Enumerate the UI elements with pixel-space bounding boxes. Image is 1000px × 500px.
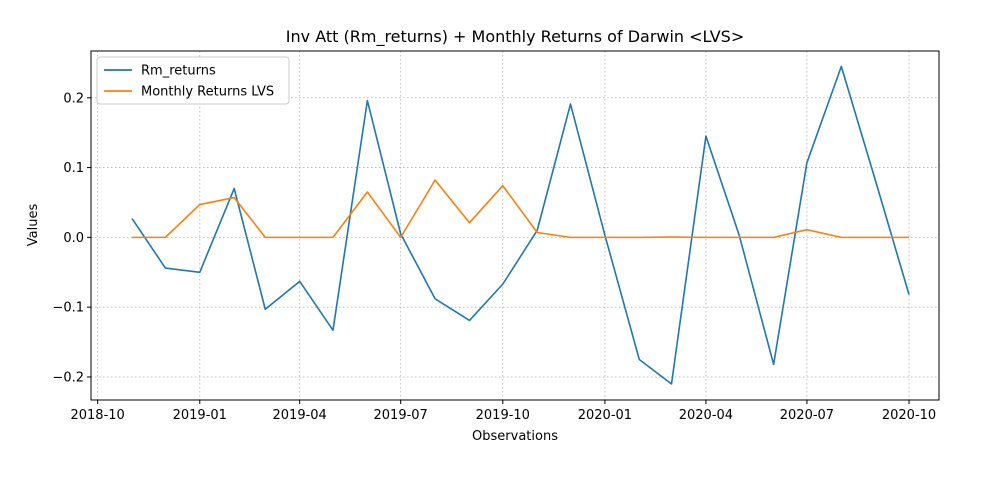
legend-label: Rm_returns [141,64,216,79]
grid [91,51,939,400]
y-tick-label: 0.2 [63,91,84,106]
y-tick-label: 0.1 [63,161,84,176]
x-tick-label: 2020-10 [882,408,936,423]
x-tick-label: 2019-01 [173,408,227,423]
x-tick-label: 2020-01 [578,408,632,423]
x-axis-label: Observations [472,429,558,444]
x-tick-label: 2018-10 [70,408,124,423]
x-tick-label: 2019-07 [374,408,428,423]
plot-frame [90,50,940,401]
legend: Rm_returns Monthly Returns LVS [96,56,290,105]
y-tick-label: −0.1 [52,301,84,316]
x-tick-label: 2019-04 [273,408,327,423]
chart-title: Inv Att (Rm_returns) + Monthly Returns o… [286,27,744,47]
y-tick-label: 0.0 [63,231,84,246]
y-tick-label: −0.2 [52,370,84,385]
series-line-1 [131,65,910,385]
series-lines [131,65,910,385]
x-tick-label: 2020-04 [679,408,733,423]
x-tick-label: 2020-07 [780,408,834,423]
series-line-2 [132,179,910,239]
y-axis-ticks: −0.2 −0.1 0.0 0.1 0.2 [52,91,91,385]
y-axis-label: Values [26,204,41,247]
x-axis-ticks: 2018-10 2019-01 2019-04 2019-07 2019-10 2020-… [70,400,936,423]
x-tick-label: 2019-10 [476,408,530,423]
legend-box [96,56,290,105]
legend-label: Monthly Returns LVS [141,85,274,100]
